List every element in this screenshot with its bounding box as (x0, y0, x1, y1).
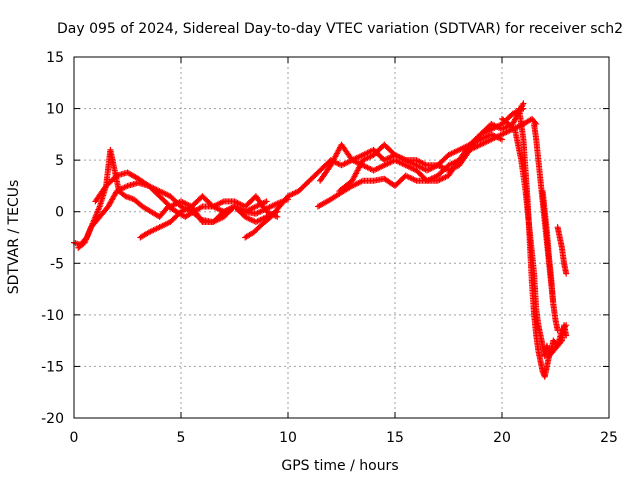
data-point (563, 322, 570, 329)
x-tick-label: 15 (386, 430, 404, 446)
data-point (554, 327, 561, 334)
data-point (520, 100, 527, 107)
plot-frame (73, 56, 610, 419)
y-axis-label: SDTVAR / TECUs (6, 180, 22, 295)
data-point (499, 136, 505, 143)
series-trace-m (539, 188, 557, 308)
series-trace-k (499, 115, 570, 360)
x-tick-label: 10 (279, 430, 297, 446)
data-point (274, 213, 281, 220)
data-point (263, 198, 270, 205)
x-axis-label: GPS time / hours (281, 458, 398, 474)
y-tick-label: 10 (46, 102, 64, 118)
data-point (563, 332, 570, 339)
y-tick-label: 15 (46, 50, 64, 66)
x-tick-label: 5 (177, 430, 186, 446)
y-tick-label: 5 (55, 153, 64, 169)
data-series (71, 100, 570, 380)
y-tick-label: -10 (41, 308, 64, 324)
y-tick-label: -5 (50, 256, 64, 272)
data-point (562, 323, 569, 330)
chart-title: Day 095 of 2024, Sidereal Day-to-day VTE… (57, 21, 623, 37)
x-tick-label: 20 (493, 430, 511, 446)
x-tick-label: 25 (600, 430, 618, 446)
series-trace-g (285, 105, 527, 200)
y-tick-label: -15 (41, 359, 64, 375)
y-tick-label: 0 (55, 205, 64, 221)
series-trace-i (336, 100, 527, 195)
y-tick-label: -20 (41, 411, 64, 427)
data-point (422, 176, 429, 183)
axes: 0 5 10 15 20 25 -20 -15 -10 -5 0 5 10 15 (41, 50, 618, 446)
series-trace-n (554, 224, 570, 277)
data-point (563, 270, 570, 277)
x-tick-label: 0 (70, 430, 79, 446)
data-point (550, 301, 557, 308)
data-point (532, 119, 539, 126)
